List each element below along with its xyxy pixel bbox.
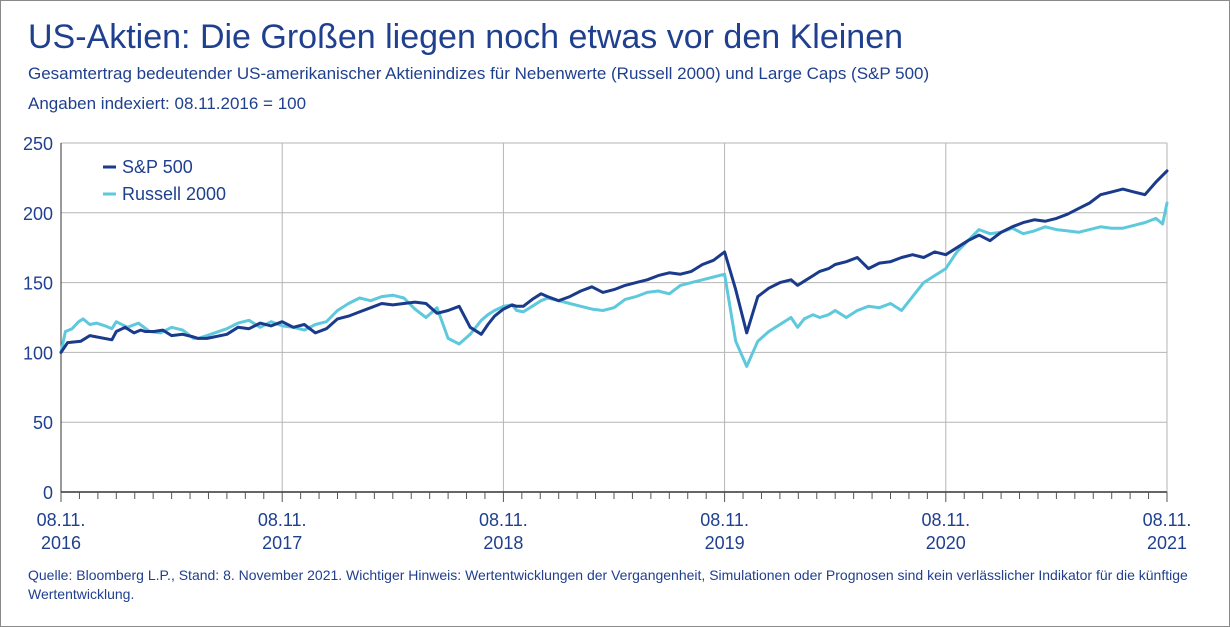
x-tick-label-date: 08.11. bbox=[700, 510, 749, 530]
y-tick-label: 50 bbox=[33, 413, 53, 433]
x-tick-label-year: 2019 bbox=[705, 533, 745, 553]
axis-layer: 0 50 100 150 200 250 08.11. 2016 08.11. 2017 08.11… bbox=[23, 134, 1191, 553]
chart-title: US-Aktien: Die Großen liegen noch etwas … bbox=[28, 18, 904, 56]
x-tick-label-date: 08.11. bbox=[37, 510, 86, 530]
series-line-sp500 bbox=[59, 169, 1169, 354]
series-layer bbox=[59, 169, 1169, 368]
x-tick-label-date: 08.11. bbox=[921, 510, 970, 530]
y-tick-label: 100 bbox=[23, 343, 53, 363]
x-tick-label-year: 2021 bbox=[1147, 533, 1187, 553]
legend: S&P 500 Russell 2000 bbox=[103, 157, 226, 204]
x-tick-label-year: 2017 bbox=[262, 533, 302, 553]
x-tick-label-date: 08.11. bbox=[1143, 510, 1192, 530]
x-tick-label-date: 08.11. bbox=[258, 510, 307, 530]
x-tick-label-date: 08.11. bbox=[479, 510, 528, 530]
grid-layer bbox=[60, 142, 1168, 493]
legend-label-sp500: S&P 500 bbox=[122, 157, 193, 177]
series-line-russell2000 bbox=[59, 201, 1169, 368]
chart-index-note: Angaben indexiert: 08.11.2016 = 100 bbox=[28, 94, 307, 113]
y-tick-label: 0 bbox=[43, 483, 53, 503]
source-note: Quelle: Bloomberg L.P., Stand: 8. Novemb… bbox=[28, 567, 1188, 602]
y-tick-label: 250 bbox=[23, 134, 53, 154]
x-tick-label-year: 2018 bbox=[483, 533, 523, 553]
y-tick-label: 150 bbox=[23, 274, 53, 294]
legend-label-russell2000: Russell 2000 bbox=[122, 184, 226, 204]
x-tick-label-year: 2016 bbox=[41, 533, 81, 553]
x-tick-label-year: 2020 bbox=[926, 533, 966, 553]
chart-subtitle: Gesamtertrag bedeutender US-amerikanisch… bbox=[28, 64, 930, 83]
y-tick-label: 200 bbox=[23, 204, 53, 224]
